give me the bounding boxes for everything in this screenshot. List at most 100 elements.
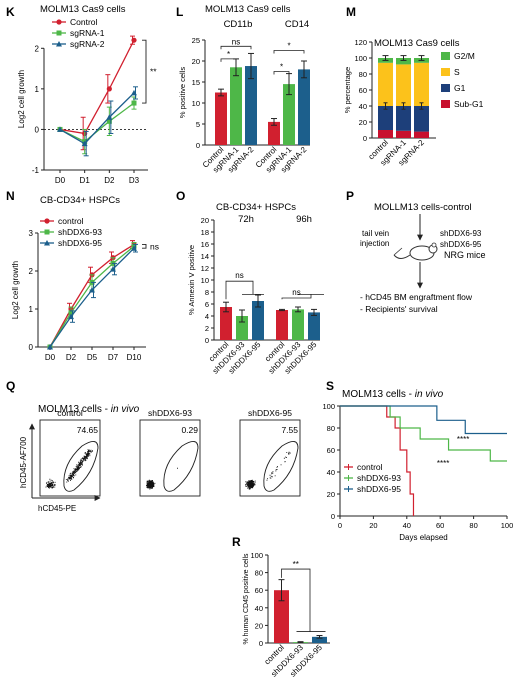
mouse-icon [393,242,438,261]
data-point [47,344,53,350]
chart-title-main: MOLM13 cells - [342,389,415,400]
significance-bracket [273,50,305,54]
y-tick-label: 80 [327,424,335,433]
bullet-engraftment: - hCD45 BM engraftment flow [360,292,473,302]
legend-label: shDDX6-93 [357,473,401,483]
y-tick-label: 80 [255,569,263,578]
flow-panel-q: MOLM13 cells - in vivo hCD45-AF700 hCD45… [19,404,301,513]
y-tick-label: 2 [205,324,209,333]
panel-letter-s: S [326,379,334,393]
significance-bracket [220,45,252,50]
stacked-segment [396,64,411,106]
significance-label: * [227,50,230,59]
chart-title: MOLM13 Cas9 cells [205,4,291,15]
x-tick-label: 60 [436,521,444,530]
y-tick-label: 20 [192,57,200,66]
chart-n: CB-CD34+ HSPCs 0 1 2 3 Log2 cell growth D0 D2 D5… [11,195,159,362]
bullet-survival: - Recipients' survival [360,304,438,314]
data-point [131,100,137,106]
y-tick-label: 0 [331,512,335,521]
y-tick-label: -1 [32,166,40,175]
series-line [59,102,135,143]
flow-gate [163,441,199,492]
legend-swatch [441,100,450,108]
panel-letter-m: M [346,5,356,19]
bar [312,636,327,643]
significance-label: * [280,63,283,72]
legend-marker [44,240,50,246]
legend-swatch [441,84,450,92]
x-tick-label: 80 [469,521,477,530]
bar [268,121,280,145]
y-tick-label: 16 [201,240,209,249]
y-tick-label: 40 [327,468,335,477]
significance-bracket [281,568,311,632]
y-tick-label: 20 [359,118,367,127]
y-tick-label: 1 [35,85,40,94]
panel-letter-o: O [176,189,185,203]
flow-x-label: hCD45-PE [38,504,76,513]
y-tick-label: 60 [255,586,263,595]
flow-y-label: hCD45-AF700 [19,436,28,488]
stacked-segment [378,130,393,138]
y-tick-label: 40 [359,102,367,111]
data-point [131,37,137,43]
bar [283,84,295,145]
bar [215,92,227,145]
chart-title: CB-CD34+ HSPCs [216,202,296,213]
flow-plot: shDDX6-95 7.55 [239,408,301,497]
x-tick-label: D0 [55,176,66,185]
y-tick-label: 1 [29,305,34,314]
flow-plot-frame [139,419,201,497]
y-tick-label: 25 [192,36,200,45]
significance-label: ** [293,560,299,569]
schematic-title: MOLLM13 cells-control [374,202,472,213]
x-tick-label: D2 [104,176,115,185]
flow-plots: control 74.65 shDDX6-93 0.29 shDDX6-95 7.55 [39,408,301,497]
panel-letter-n: N [6,189,15,203]
y-tick-label: 14 [201,252,209,261]
stacked-segment [414,131,429,138]
x-tick-label: 20 [369,521,377,530]
panel-letter-r: R [232,535,241,549]
panel-letter-l: L [176,5,183,19]
y-axis-title: Log2 cell growth [17,70,26,128]
y-tick-label: 120 [354,38,367,47]
y-axis-title: % Annexin V positive [187,245,196,315]
stacked-segment [378,106,393,130]
flow-gate-percent: 0.29 [181,425,198,435]
y-tick-label: 12 [201,264,209,273]
data-point [131,245,137,251]
survival-curve [340,405,415,516]
legend-label: sgRNA-1 [70,28,105,38]
significance-label: **** [437,459,449,468]
significance-bracket [220,58,237,62]
significance-label: ns [150,241,159,251]
data-point [57,126,63,132]
y-tick-label: 3 [29,229,34,238]
legend-label: shDDX6-93 [58,227,102,237]
stacked-segment [396,58,411,65]
chart-k: MOLM13 Cas9 cells -1 0 1 2 Log2 cell growth D0… [17,4,157,185]
data-point [131,89,137,96]
group-label: CD14 [285,19,309,30]
bar [274,590,289,643]
y-tick-label: 0 [196,141,200,150]
data-point [106,114,113,120]
x-tick-label: 100 [501,521,514,530]
legend-label: Control [70,17,98,27]
mouse-tail-line [393,247,403,256]
y-tick-label: 10 [192,99,200,108]
legend-marker [44,229,50,235]
sh95-label: shDDX6-95 [440,240,482,249]
bar [252,301,264,340]
chart-m: MOLM13 Cas9 cells 0 20 40 60 80 100 120 % percen… [343,38,484,167]
x-tick-label: D5 [87,353,98,362]
flow-plot-label: control [57,408,83,418]
bar [276,310,288,340]
tail-vein-label: tail vein [362,229,389,238]
y-tick-label: 20 [327,490,335,499]
y-tick-label: 100 [322,402,335,411]
